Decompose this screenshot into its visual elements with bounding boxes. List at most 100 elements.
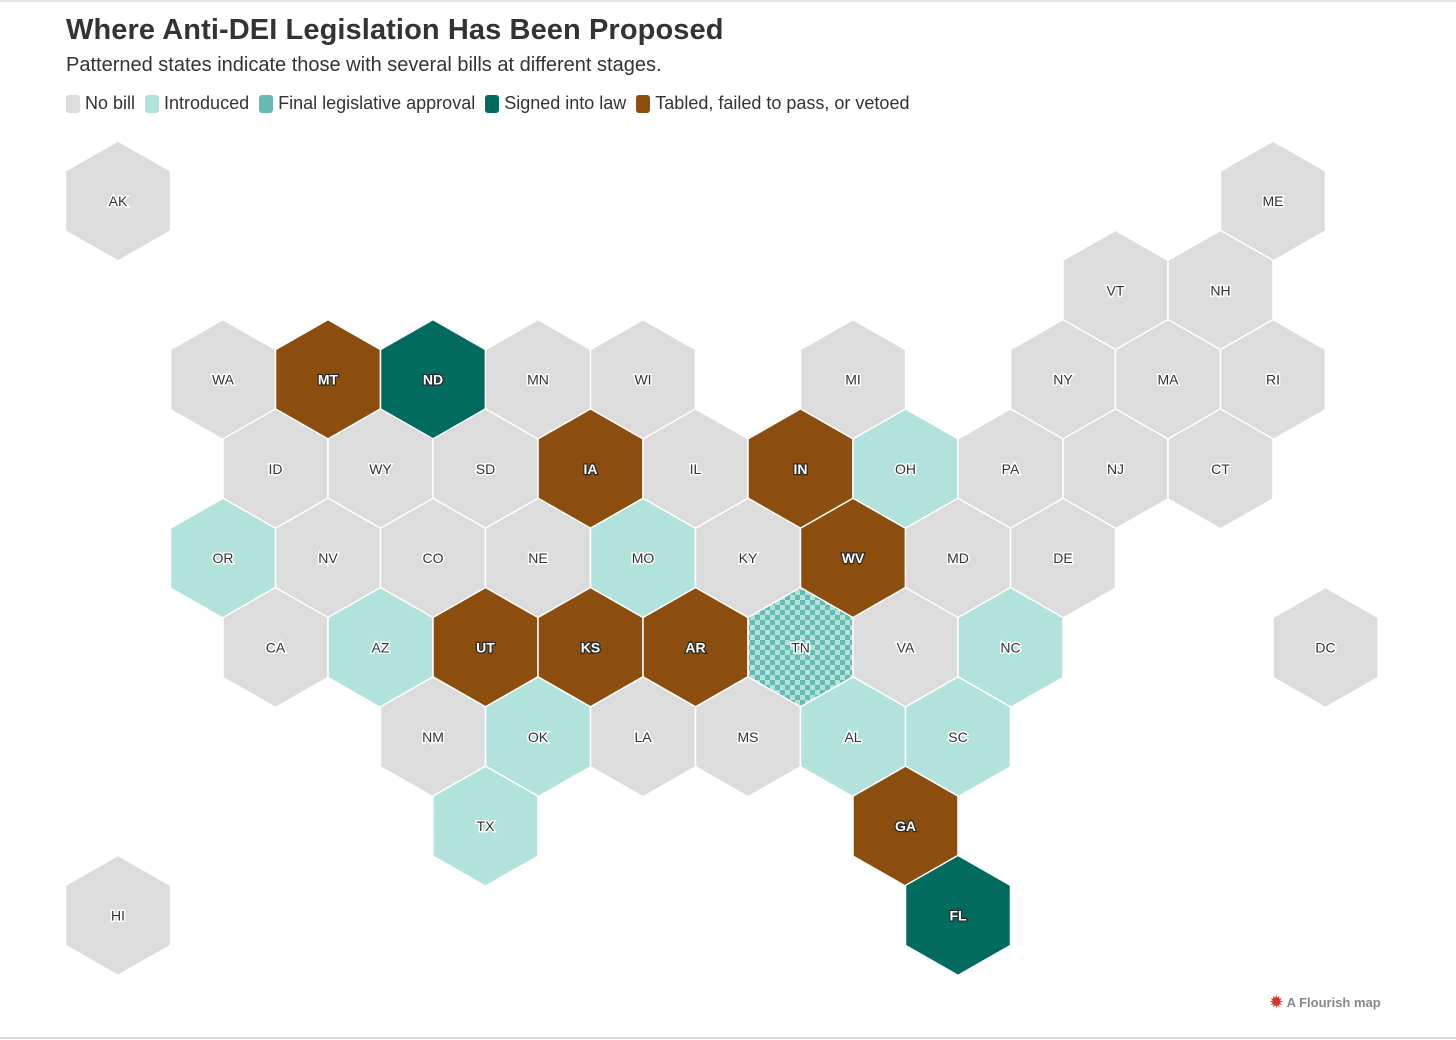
state-label: DC: [1315, 640, 1335, 656]
state-shape[interactable]: [432, 765, 539, 887]
state-label: OK: [528, 729, 549, 745]
state-hex-fl[interactable]: FL: [904, 854, 1012, 977]
state-label: KS: [581, 640, 600, 656]
state-hex-ct[interactable]: CT: [1167, 408, 1274, 530]
legend-item-introduced[interactable]: Introduced: [145, 93, 249, 114]
state-label: MT: [318, 372, 339, 388]
state-shape[interactable]: [64, 140, 172, 262]
top-border: [0, 0, 1456, 2]
legend-swatch-signed: [485, 94, 500, 113]
page-title: Where Anti-DEI Legislation Has Been Prop…: [66, 14, 724, 46]
state-label: IN: [794, 461, 808, 477]
state-label: TX: [477, 818, 496, 834]
legend-label-final-approval: Final legislative approval: [278, 93, 476, 113]
state-hex-ri[interactable]: RI: [1219, 318, 1327, 441]
state-label: WI: [634, 372, 651, 388]
state-label: VA: [897, 640, 915, 656]
state-label: VT: [1107, 282, 1125, 298]
state-hex-al[interactable]: AL: [799, 675, 907, 798]
state-hex-ak[interactable]: AK: [64, 140, 172, 262]
state-hex-nh[interactable]: NH: [1167, 229, 1274, 352]
state-label: MD: [947, 550, 969, 566]
page-subtitle: Patterned states indicate those with sev…: [66, 54, 662, 76]
state-hex-ms[interactable]: MS: [694, 675, 802, 798]
legend-item-no-bill[interactable]: No bill: [66, 93, 135, 114]
legend-item-final-approval[interactable]: Final legislative approval: [259, 93, 475, 114]
state-label: AZ: [372, 640, 390, 656]
state-hex-wa[interactable]: WA: [169, 318, 277, 441]
state-label: IL: [690, 461, 702, 477]
legend-item-tabled[interactable]: Tabled, failed to pass, or vetoed: [636, 93, 909, 114]
state-hex-ma[interactable]: MA: [1114, 318, 1222, 441]
state-label: AR: [685, 640, 705, 656]
state-shape[interactable]: [904, 854, 1012, 977]
state-label: OR: [213, 550, 234, 566]
state-label: NV: [318, 550, 338, 566]
state-label: DE: [1053, 550, 1072, 566]
legend-label-introduced: Introduced: [164, 93, 250, 113]
state-label: MO: [632, 550, 655, 566]
state-label: HI: [111, 907, 125, 923]
state-hex-ok[interactable]: OK: [484, 675, 592, 798]
state-label: NH: [1210, 282, 1230, 298]
state-label: ME: [1263, 193, 1284, 209]
state-hex-ga[interactable]: GA: [852, 765, 959, 887]
state-label: RI: [1266, 372, 1280, 388]
state-label: MI: [845, 372, 861, 388]
state-label: UT: [476, 640, 495, 656]
legend-swatch-no-bill: [66, 94, 80, 113]
state-hex-dc[interactable]: DC: [1272, 586, 1379, 709]
state-label: KY: [739, 550, 758, 566]
state-label: CO: [423, 550, 444, 566]
state-hex-ny[interactable]: NY: [1009, 318, 1117, 441]
state-label: LA: [634, 729, 652, 745]
state-hex-or[interactable]: OR: [169, 497, 277, 620]
state-shape[interactable]: [64, 854, 172, 977]
credit-label: A Flourish map: [1286, 995, 1381, 1010]
state-hex-mo[interactable]: MO: [589, 497, 697, 620]
state-label: TN: [791, 640, 810, 656]
legend-label-signed: Signed into law: [504, 93, 627, 113]
flourish-credit[interactable]: ✹ A Flourish map: [1270, 995, 1381, 1010]
state-label: NY: [1053, 372, 1073, 388]
state-label: ND: [423, 372, 443, 388]
state-hex-ky[interactable]: KY: [694, 497, 802, 620]
state-hex-wi[interactable]: WI: [589, 318, 697, 441]
state-hex-ca[interactable]: CA: [222, 586, 329, 709]
state-hex-tx[interactable]: TX: [432, 765, 539, 887]
state-hex-sd[interactable]: SD: [432, 408, 539, 530]
state-label: WA: [212, 372, 235, 388]
state-label: ID: [269, 461, 283, 477]
state-label: MA: [1158, 372, 1180, 388]
state-label: CA: [266, 640, 286, 656]
state-label: MS: [738, 729, 759, 745]
state-hex-pa[interactable]: PA: [957, 408, 1064, 530]
state-hex-wv[interactable]: WV: [799, 497, 907, 620]
state-label: AL: [844, 729, 861, 745]
state-hex-mn[interactable]: MN: [484, 318, 592, 441]
state-label: WV: [842, 550, 865, 566]
state-label: OH: [895, 461, 916, 477]
state-label: SC: [948, 729, 967, 745]
state-shape[interactable]: [1272, 586, 1379, 709]
state-label: NJ: [1107, 461, 1124, 477]
state-label: WY: [369, 461, 392, 477]
state-label: PA: [1002, 461, 1020, 477]
state-label: CT: [1211, 461, 1230, 477]
state-hex-sc[interactable]: SC: [904, 675, 1012, 798]
legend-item-signed[interactable]: Signed into law: [485, 93, 626, 114]
state-hex-hi[interactable]: HI: [64, 854, 172, 977]
state-label: MN: [527, 372, 549, 388]
state-label: AK: [109, 193, 128, 209]
legend: No bill Introduced Final legislative app…: [66, 93, 919, 114]
state-label: SD: [476, 461, 495, 477]
state-label: GA: [895, 818, 916, 834]
state-label: NM: [422, 729, 444, 745]
flourish-logo-icon: ✹: [1270, 994, 1283, 1011]
legend-label-tabled: Tabled, failed to pass, or vetoed: [655, 93, 910, 113]
state-shape[interactable]: [1167, 408, 1274, 530]
state-label: NC: [1000, 640, 1020, 656]
state-label: FL: [949, 907, 967, 923]
legend-label-no-bill: No bill: [85, 93, 136, 113]
